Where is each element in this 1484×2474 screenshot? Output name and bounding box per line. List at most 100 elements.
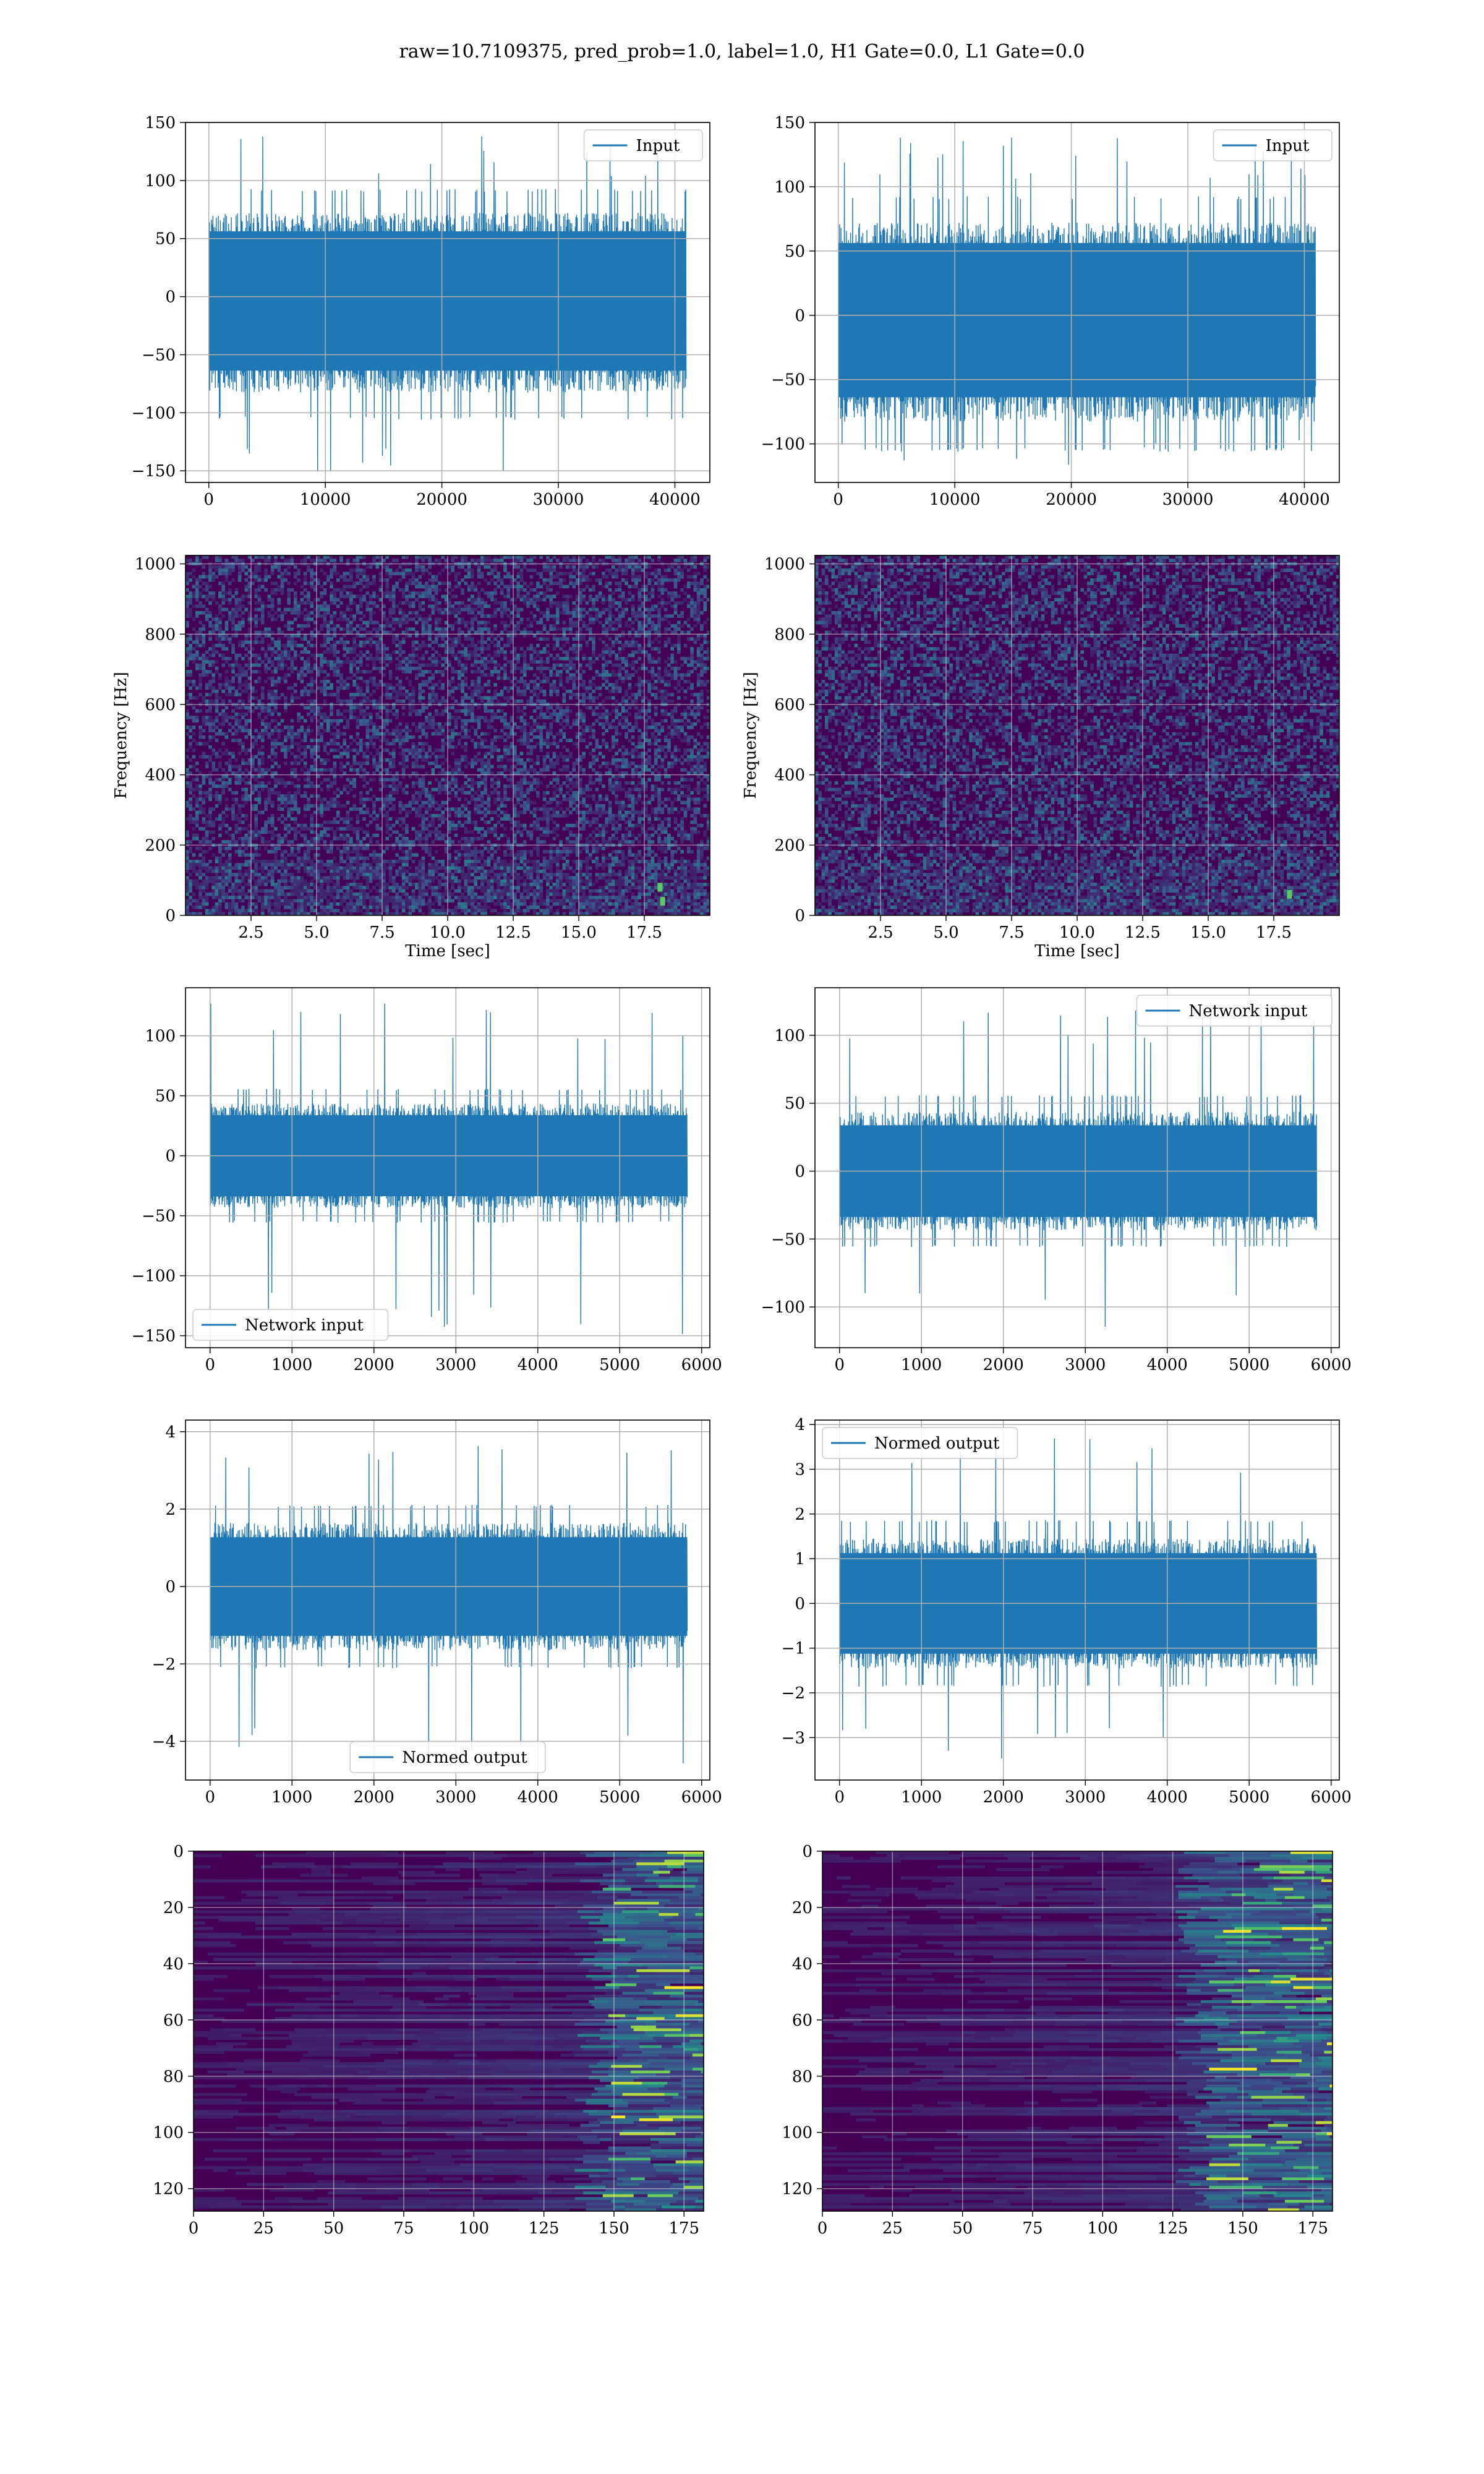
- x-tick-label: 3000: [1065, 1356, 1106, 1374]
- x-tick-label: 5.0: [304, 923, 329, 942]
- x-tick-label: 20000: [1046, 490, 1097, 509]
- x-tick-label: 17.5: [626, 923, 662, 942]
- x-tick-label: 30000: [533, 490, 584, 509]
- x-tick-label: 0: [205, 1356, 215, 1374]
- y-tick-label: 4: [165, 1423, 176, 1442]
- panel-feature-h1: 0 25 50 75 100 125 150 175 0 20 40 60 80 100 120: [153, 1843, 704, 2238]
- y-axis-label: Frequency [Hz]: [112, 672, 130, 799]
- grid: [186, 1420, 710, 1780]
- axes-frame: [185, 1419, 710, 1781]
- x-tick-label: 100: [458, 2219, 489, 2238]
- grid: [815, 1420, 1339, 1780]
- x-tick-label: 125: [529, 2219, 560, 2238]
- panel-network-h1: 0 1000 2000 3000 4000 5000 6000 −150 −100 −50 0 50 1…: [132, 987, 722, 1374]
- y-tick-label: −4: [152, 1732, 176, 1751]
- y-tick-label: 0: [795, 307, 805, 325]
- x-tick-label: 3000: [435, 1788, 476, 1807]
- x-tick-label: 1000: [901, 1356, 942, 1374]
- y-tick-label: 120: [153, 2180, 184, 2199]
- x-tick-label: 100: [1087, 2219, 1118, 2238]
- x-tick-label: 1000: [901, 1788, 942, 1807]
- x-tick-label: 15.0: [561, 923, 597, 942]
- x-tick-label: 4000: [518, 1788, 558, 1807]
- y-tick-label: 3: [795, 1461, 805, 1479]
- y-tick-label: 100: [145, 1027, 176, 1046]
- y-tick-label: 40: [163, 1955, 184, 1974]
- spectrogram-hotspot: [657, 883, 663, 892]
- x-tick-label: 175: [668, 2219, 699, 2238]
- spectrogram-hotspot: [1287, 889, 1292, 899]
- y-tick-label: 2: [165, 1500, 176, 1519]
- y-tick-label: 1000: [764, 555, 805, 574]
- axes-frame: [193, 1851, 704, 2212]
- x-tick-label: 20000: [416, 490, 467, 509]
- y-tick-label: −100: [761, 1298, 805, 1317]
- x-tick-label: 2000: [354, 1356, 394, 1374]
- x-tick-label: 50: [323, 2219, 344, 2238]
- y-tick-label: −50: [142, 1207, 176, 1226]
- y-tick-label: 0: [165, 1147, 176, 1166]
- y-tick-label: −150: [132, 1327, 176, 1346]
- x-tick-label: 75: [393, 2219, 414, 2238]
- spectrogram-hotspot: [660, 897, 665, 906]
- y-tick-label: 50: [785, 1095, 805, 1113]
- y-tick-label: 2: [795, 1505, 805, 1524]
- legend-label: Network input: [1189, 1002, 1308, 1021]
- y-tick-label: 4: [795, 1416, 805, 1434]
- legend: Network input: [192, 1309, 389, 1341]
- y-tick-label: 200: [774, 836, 805, 855]
- panel-network-l1: 0 1000 2000 3000 4000 5000 6000 −100 −50 0 50 100 Ne…: [761, 987, 1352, 1374]
- x-tick-label: 0: [833, 490, 843, 509]
- y-tick-label: 150: [774, 114, 805, 132]
- y-tick-label: 0: [795, 1162, 805, 1181]
- axes-frame: [814, 122, 1340, 483]
- x-tick-label: 10.0: [1059, 923, 1095, 942]
- y-tick-label: −3: [782, 1729, 805, 1747]
- y-tick-label: 20: [163, 1899, 184, 1917]
- x-tick-label: 5.0: [933, 923, 958, 942]
- grid: [815, 988, 1339, 1348]
- y-tick-label: 0: [802, 1843, 812, 1861]
- x-tick-label: 25: [254, 2219, 274, 2238]
- legend-label: Normed output: [874, 1434, 1000, 1453]
- x-tick-label: 30000: [1162, 490, 1214, 509]
- grid: [822, 1851, 1333, 2211]
- y-tick-label: 0: [165, 907, 176, 925]
- x-tick-label: 1000: [271, 1788, 312, 1807]
- x-tick-label: 17.5: [1256, 923, 1292, 942]
- y-tick-label: 800: [774, 625, 805, 644]
- panel-normed-l1: 0 1000 2000 3000 4000 5000 6000 −3 −2 −1 0 1 2 3 4 Norm…: [782, 1416, 1352, 1807]
- x-tick-label: 175: [1297, 2219, 1328, 2238]
- y-tick-label: 200: [145, 836, 176, 855]
- y-tick-label: 0: [165, 1578, 176, 1596]
- x-tick-label: 4000: [1147, 1788, 1188, 1807]
- legend: Network input: [1136, 995, 1333, 1027]
- x-tick-label: 0: [817, 2219, 828, 2238]
- x-tick-label: 10000: [929, 490, 981, 509]
- y-tick-label: −50: [771, 1230, 805, 1249]
- x-tick-label: 5000: [1229, 1356, 1269, 1374]
- y-tick-label: 800: [145, 625, 176, 644]
- x-tick-label: 150: [599, 2219, 629, 2238]
- y-tick-label: −50: [142, 346, 176, 364]
- legend-label: Input: [1266, 137, 1310, 155]
- y-tick-label: −100: [132, 1267, 176, 1286]
- panel-input-h1: 0 10000 20000 30000 40000 −150 −100 −50 0 50 100 15…: [132, 114, 710, 509]
- y-tick-label: 0: [173, 1843, 184, 1861]
- y-tick-label: 50: [155, 1087, 176, 1106]
- x-tick-label: 3000: [435, 1356, 476, 1374]
- panel-feature-l1: 0 25 50 75 100 125 150 175 0 20 40 60 80 100 120: [782, 1843, 1333, 2238]
- x-tick-label: 6000: [681, 1356, 722, 1374]
- x-tick-label: 12.5: [1125, 923, 1161, 942]
- y-tick-label: 600: [145, 696, 176, 714]
- x-tick-label: 40000: [649, 490, 701, 509]
- panel-spec-h1: 2.5 5.0 7.5 10.0 12.5 15.0 17.5 0 200 400 600 800 10…: [112, 555, 710, 961]
- y-tick-label: 60: [163, 2011, 184, 2030]
- series-band: [838, 242, 1316, 398]
- y-tick-label: 20: [792, 1899, 812, 1917]
- y-tick-label: 100: [774, 1027, 805, 1045]
- x-tick-label: 0: [205, 1788, 215, 1807]
- x-tick-label: 7.5: [999, 923, 1024, 942]
- y-tick-label: 1: [795, 1550, 805, 1569]
